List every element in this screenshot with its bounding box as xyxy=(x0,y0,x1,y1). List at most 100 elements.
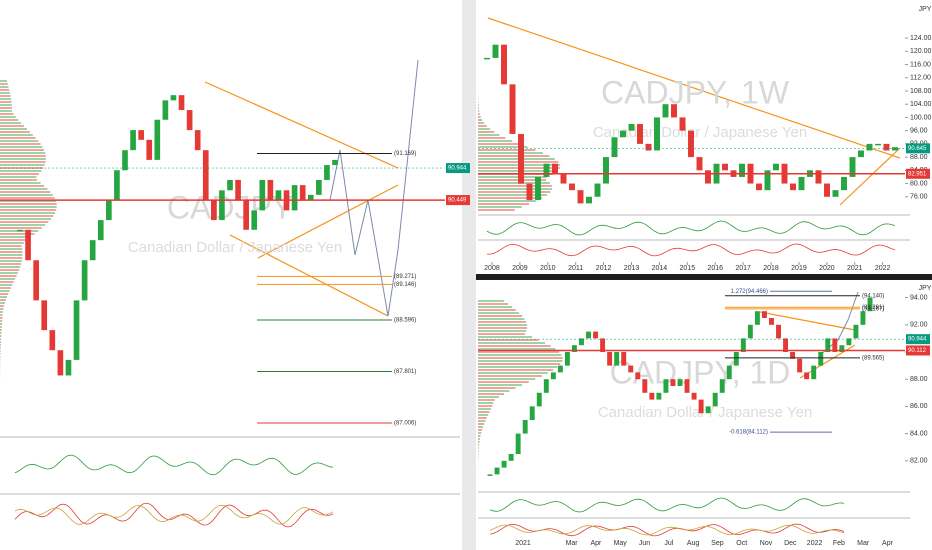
volume-profile xyxy=(478,381,529,383)
volume-profile xyxy=(0,176,37,178)
price-tag-label: 90.449 xyxy=(448,198,467,204)
watermark-title: CADJPY, 1W xyxy=(601,74,790,110)
candle xyxy=(178,95,185,111)
candle xyxy=(620,130,626,138)
volume-profile xyxy=(0,107,12,109)
x-tick-label: Feb xyxy=(833,540,845,547)
volume-profile xyxy=(0,140,39,142)
oscillator xyxy=(489,523,845,537)
candle xyxy=(607,352,613,366)
volume-profile xyxy=(478,366,558,368)
x-tick-label: 2014 xyxy=(652,265,668,272)
volume-profile xyxy=(478,104,479,106)
volume-profile xyxy=(478,384,522,386)
volume-profile xyxy=(478,200,536,202)
oscillator xyxy=(14,454,334,476)
candle xyxy=(832,190,839,197)
candle xyxy=(691,392,697,400)
candle xyxy=(259,179,266,211)
candle xyxy=(858,150,864,158)
candle xyxy=(733,352,739,366)
x-tick-label: May xyxy=(614,540,628,547)
candle xyxy=(484,57,490,60)
volume-profile xyxy=(0,323,3,325)
volume-profile xyxy=(0,236,31,238)
volume-profile xyxy=(478,393,504,395)
volume-profile xyxy=(0,308,4,310)
candle xyxy=(790,352,796,359)
y-tick-label: 120.00 xyxy=(910,48,932,55)
volume-profile xyxy=(0,329,2,331)
volume-profile xyxy=(0,86,9,88)
level-label: (93.291) xyxy=(862,305,884,311)
volume-profile xyxy=(478,209,515,211)
volume-profile xyxy=(478,206,522,208)
volume-profile xyxy=(478,185,552,187)
candle xyxy=(832,338,838,352)
candle xyxy=(251,210,258,230)
candle xyxy=(81,260,88,301)
volume-profile xyxy=(478,300,505,302)
volume-profile xyxy=(0,212,55,214)
candle xyxy=(849,157,856,177)
volume-profile xyxy=(0,293,9,295)
volume-profile xyxy=(0,290,10,292)
level-label: (93.167) xyxy=(862,307,884,313)
candle xyxy=(97,220,104,241)
volume-profile xyxy=(478,134,500,136)
candle xyxy=(577,190,584,204)
volume-profile xyxy=(0,326,2,328)
candle xyxy=(853,324,859,339)
volume-profile xyxy=(478,194,547,196)
oscillator xyxy=(489,524,845,536)
candle xyxy=(593,331,599,339)
candle xyxy=(186,110,193,131)
volume-profile xyxy=(478,423,485,425)
candle xyxy=(875,143,881,146)
candle xyxy=(235,179,241,201)
x-tick-label: Mar xyxy=(566,540,579,547)
candle xyxy=(628,365,634,373)
volume-profile xyxy=(478,122,485,124)
volume-profile xyxy=(0,104,12,106)
volume-profile xyxy=(478,101,479,103)
x-tick-label: 2012 xyxy=(596,265,612,272)
candle xyxy=(569,183,575,191)
candle xyxy=(586,331,591,339)
volume-profile xyxy=(478,197,542,199)
level-label: (89.146) xyxy=(394,282,416,288)
candle xyxy=(515,433,521,454)
volume-profile xyxy=(478,131,495,133)
x-tick-label: 2008 xyxy=(484,265,500,272)
volume-profile xyxy=(0,188,48,190)
volume-profile xyxy=(0,317,3,319)
volume-profile xyxy=(478,143,520,145)
candle xyxy=(57,350,64,376)
candle xyxy=(671,104,677,118)
price-tag xyxy=(446,163,470,174)
candle xyxy=(194,130,201,151)
x-tick-label: 2022 xyxy=(807,540,823,547)
volume-profile xyxy=(0,113,14,115)
x-tick-label: 2019 xyxy=(791,265,807,272)
volume-profile xyxy=(0,185,45,187)
price-tag xyxy=(446,195,470,206)
candle xyxy=(663,379,669,393)
volume-profile xyxy=(478,146,528,148)
candle xyxy=(492,44,499,58)
candle xyxy=(824,183,830,197)
level-label: (89.565) xyxy=(862,355,884,361)
volume-profile xyxy=(0,350,1,352)
x-tick-label: 2016 xyxy=(707,265,723,272)
candle xyxy=(324,165,330,180)
volume-profile xyxy=(478,411,490,413)
candle xyxy=(846,338,852,346)
volume-profile xyxy=(478,450,479,452)
volume-profile xyxy=(0,161,46,163)
volume-profile xyxy=(0,218,51,220)
y-tick-label: 96.00 xyxy=(910,127,928,134)
candle xyxy=(769,318,774,325)
candle xyxy=(677,379,683,386)
y-tick-label: 112.00 xyxy=(910,75,931,82)
